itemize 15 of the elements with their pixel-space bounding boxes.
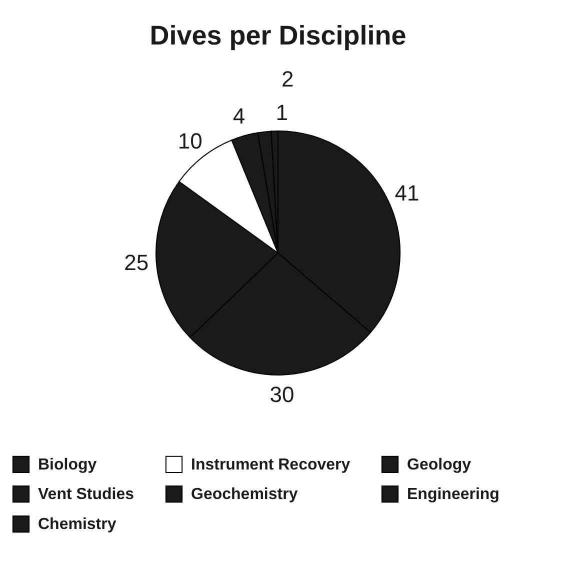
data-label: 41: [394, 180, 420, 206]
data-label: 25: [124, 250, 149, 275]
data-label: 2: [282, 66, 294, 92]
legend-label: Geochemistry: [191, 486, 298, 503]
legend-label: Geology: [407, 456, 472, 474]
data-label: 1: [276, 100, 288, 126]
data-label: 10: [178, 128, 202, 154]
legend-label: Engineering: [407, 486, 500, 503]
chart-title: Dives per Discipline: [150, 20, 406, 50]
legend-label: Vent Studies: [38, 486, 134, 503]
data-label: 30: [270, 382, 294, 407]
legend-label: Instrument Recovery: [191, 456, 350, 474]
data-label: 4: [232, 103, 246, 128]
legend-label: Biology: [38, 456, 97, 474]
legend-label: Chemistry: [38, 516, 116, 533]
